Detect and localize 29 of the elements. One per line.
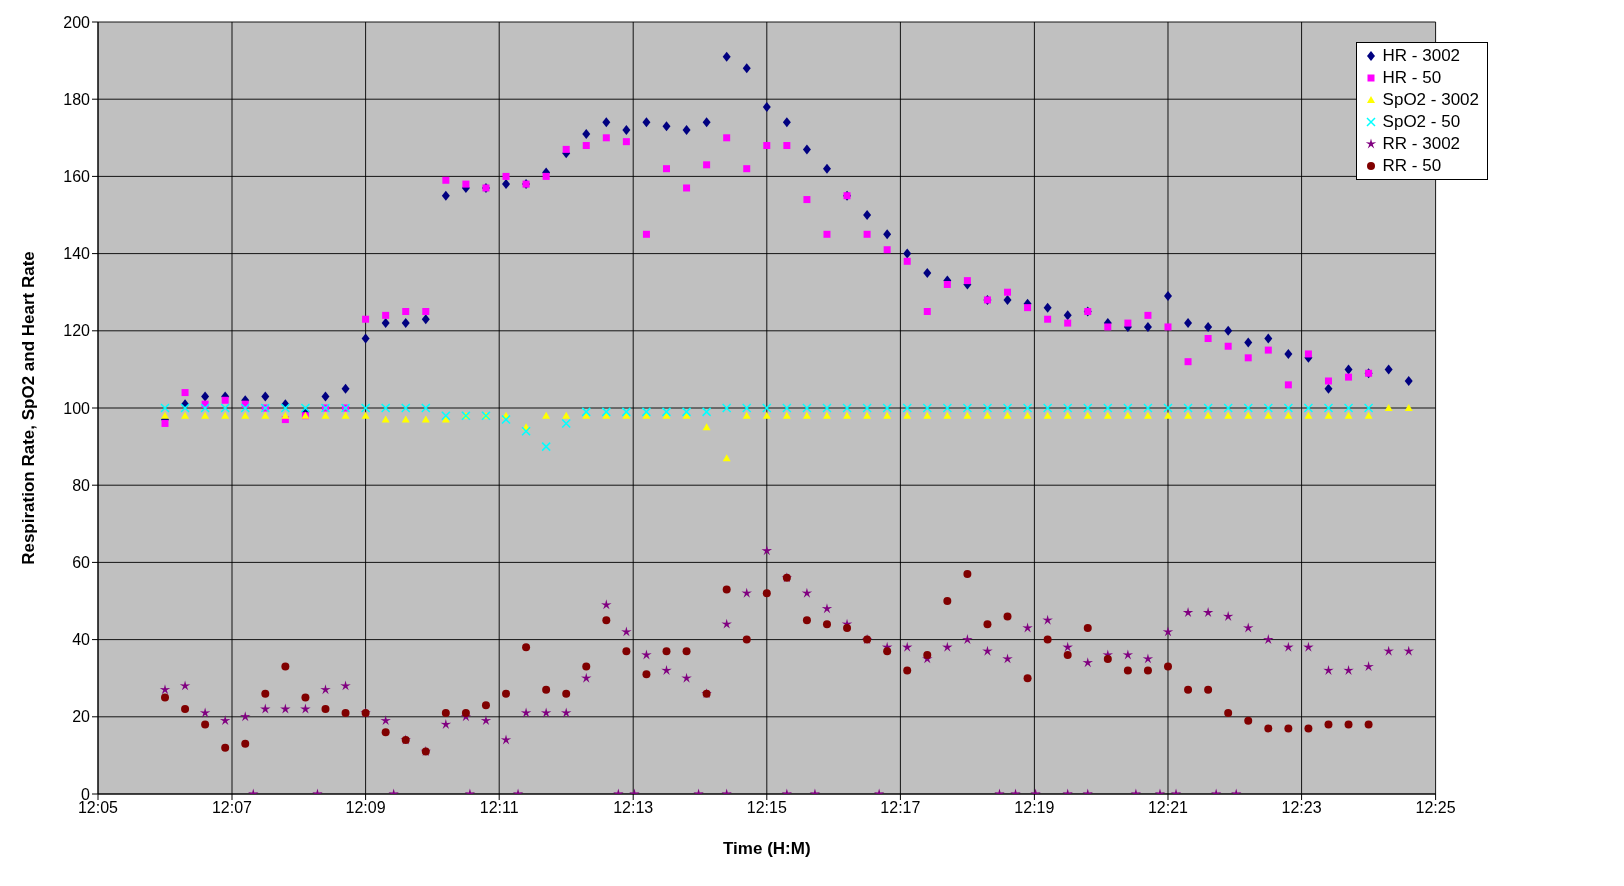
y-tick-label: 80 (72, 476, 91, 494)
x-tick-label: 12:17 (880, 799, 921, 817)
x-axis-title: Time (H:M) (723, 839, 811, 858)
x-tick-label: 12:09 (345, 799, 386, 817)
x-tick-label: 12:19 (1014, 799, 1055, 817)
y-tick-label: 140 (63, 245, 91, 263)
x-tick-label: 12:15 (746, 799, 787, 817)
y-tick-label: 20 (72, 708, 91, 726)
y-tick-label: 100 (63, 399, 91, 417)
x-tick-label: 12:07 (211, 799, 253, 817)
x-tick-label: 12:13 (613, 799, 654, 817)
y-tick-label: 200 (63, 13, 91, 31)
y-tick-label: 180 (63, 90, 91, 108)
legend-label: SpO2 - 50 (1382, 111, 1461, 133)
y-axis-title: Respiration Rate, SpO2 and Heart Rate (19, 251, 39, 565)
x-tick-label: 12:21 (1147, 799, 1189, 817)
x-tick-label: 12:25 (1415, 799, 1456, 817)
legend-label: HR - 3002 (1382, 45, 1461, 67)
y-tick-label: 60 (72, 554, 91, 572)
x-tick-label: 12:23 (1281, 799, 1322, 817)
y-tick-label: 40 (72, 631, 91, 649)
legend-label: RR - 3002 (1382, 133, 1461, 155)
y-tick-label: 120 (63, 322, 91, 340)
legend-label: SpO2 - 3002 (1382, 89, 1479, 111)
x-tick-label: 12:05 (77, 799, 119, 817)
legend-label: RR - 50 (1382, 155, 1442, 177)
x-tick-label: 12:11 (479, 799, 519, 817)
legend-label: HR - 50 (1382, 67, 1442, 89)
y-tick-label: 160 (63, 168, 91, 186)
